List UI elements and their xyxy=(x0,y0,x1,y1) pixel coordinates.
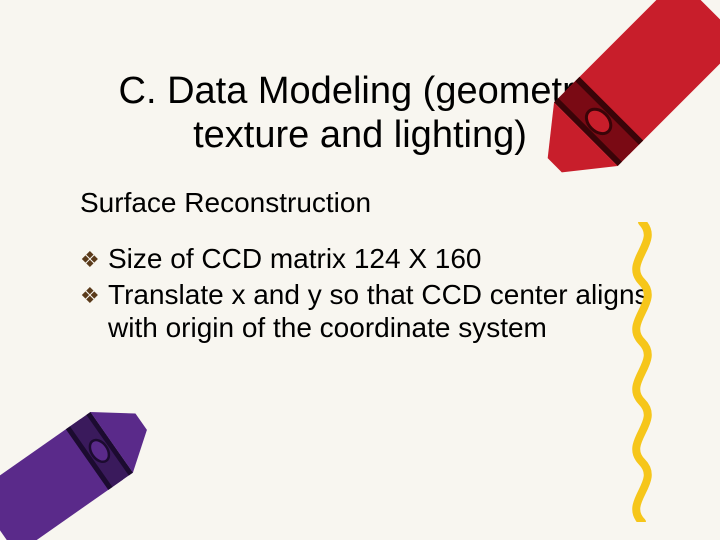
bullet-text: Size of CCD matrix 124 X 160 xyxy=(108,243,660,277)
slide: C. Data Modeling (geometry, texture and … xyxy=(0,0,720,540)
list-item: ❖ Size of CCD matrix 124 X 160 xyxy=(80,243,660,277)
slide-title: C. Data Modeling (geometry, texture and … xyxy=(0,0,720,157)
crayon-purple-icon xyxy=(0,390,150,540)
bullet-icon: ❖ xyxy=(80,243,108,277)
bullet-text: Translate x and y so that CCD center ali… xyxy=(108,279,660,343)
slide-subtitle: Surface Reconstruction xyxy=(0,157,720,219)
bullet-list: ❖ Size of CCD matrix 124 X 160 ❖ Transla… xyxy=(0,219,720,343)
bullet-icon: ❖ xyxy=(80,279,108,343)
list-item: ❖ Translate x and y so that CCD center a… xyxy=(80,279,660,343)
